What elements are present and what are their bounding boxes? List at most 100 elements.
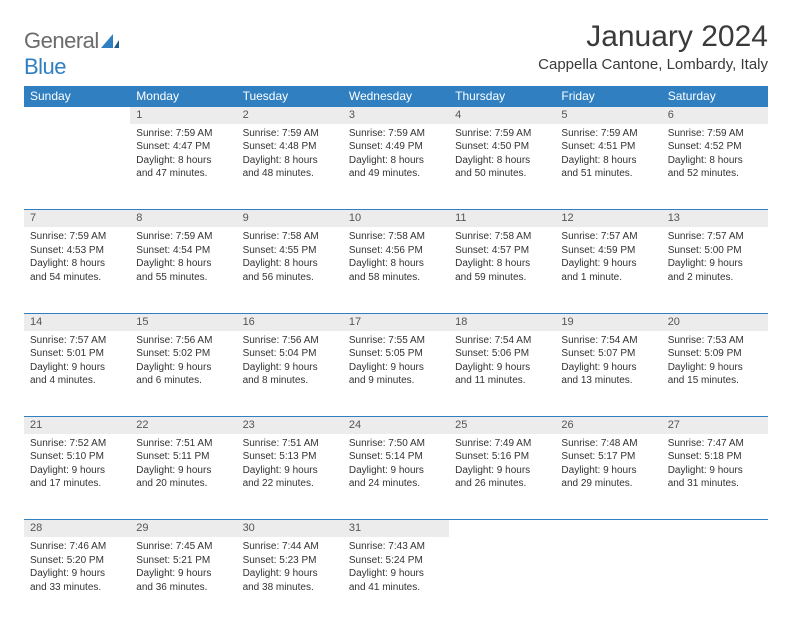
sunrise-text: Sunrise: 7:59 AM [136,127,230,141]
sunrise-text: Sunrise: 7:50 AM [349,437,443,451]
day-cell: Sunrise: 7:59 AMSunset: 4:48 PMDaylight:… [237,124,343,210]
weekday-header: Friday [555,86,661,107]
brand-name-gray: General [24,28,99,53]
sunset-text: Sunset: 4:55 PM [243,244,337,258]
day-cell-body: Sunrise: 7:44 AMSunset: 5:23 PMDaylight:… [237,537,343,600]
day-number [555,520,661,537]
day-number: 11 [449,210,555,227]
day-cell: Sunrise: 7:55 AMSunset: 5:05 PMDaylight:… [343,331,449,417]
sunrise-text: Sunrise: 7:44 AM [243,540,337,554]
day-cell: Sunrise: 7:59 AMSunset: 4:49 PMDaylight:… [343,124,449,210]
month-title: January 2024 [538,20,768,54]
day-number: 12 [555,210,661,227]
day-cell: Sunrise: 7:51 AMSunset: 5:13 PMDaylight:… [237,434,343,520]
sunset-text: Sunset: 5:06 PM [455,347,549,361]
daylight-text: Daylight: 9 hours and 8 minutes. [243,361,337,388]
sunset-text: Sunset: 5:13 PM [243,450,337,464]
day-number: 30 [237,520,343,537]
sunrise-text: Sunrise: 7:59 AM [349,127,443,141]
day-cell-body: Sunrise: 7:51 AMSunset: 5:11 PMDaylight:… [130,434,236,497]
week-row: Sunrise: 7:59 AM Sunset: 4:53 PM Daylight:… [24,227,768,313]
sunset-text: Sunset: 5:18 PM [668,450,762,464]
sunset-text: Sunset: 5:05 PM [349,347,443,361]
daylight-text: Daylight: 8 hours and 55 minutes. [136,257,230,284]
sunset-text: Sunset: 5:07 PM [561,347,655,361]
day-number: 22 [130,417,236,434]
day-number-row: 123456 [24,107,768,124]
sunrise-text: Sunrise: 7:56 AM [243,334,337,348]
day-cell-body: Sunrise: 7:59 AMSunset: 4:53 PMDaylight:… [24,227,130,290]
day-cell: Sunrise: 7:47 AMSunset: 5:18 PMDaylight:… [662,434,768,520]
sunset-text: Sunset: 5:11 PM [136,450,230,464]
sunrise-text: Sunrise: 7:58 AM [243,230,337,244]
sunrise-text: Sunrise: 7:46 AM [30,540,124,554]
weekday-header: Thursday [449,86,555,107]
week-row: Sunrise: 7:46 AMSunset: 5:20 PMDaylight:… [24,537,768,623]
day-cell: Sunrise: 7:57 AMSunset: 5:00 PMDaylight:… [662,227,768,313]
day-number: 6 [662,107,768,124]
daylight-text: Daylight: 8 hours and 50 minutes. [455,154,549,181]
daylight-text: Daylight: 9 hours and 4 minutes. [30,361,124,388]
daylight-text: Daylight: 8 hours and 47 minutes. [136,154,230,181]
day-cell [24,124,130,210]
day-cell-body: Sunrise: 7:58 AMSunset: 4:56 PMDaylight:… [343,227,449,290]
sunrise-text: Sunrise: 7:59 AM [243,127,337,141]
day-cell-body: Sunrise: 7:59 AMSunset: 4:48 PMDaylight:… [237,124,343,187]
day-number [449,520,555,537]
sunset-text: Sunset: 5:10 PM [30,450,124,464]
day-cell: Sunrise: 7:58 AMSunset: 4:56 PMDaylight:… [343,227,449,313]
weekday-header: Tuesday [237,86,343,107]
day-cell: Sunrise: 7:58 AMSunset: 4:55 PMDaylight:… [237,227,343,313]
sunset-text: Sunset: 5:09 PM [668,347,762,361]
sunrise-text: Sunrise: 7:59 AM [668,127,762,141]
day-cell: Sunrise: 7:46 AMSunset: 5:20 PMDaylight:… [24,537,130,623]
daylight-text: Daylight: 9 hours and 41 minutes. [349,567,443,594]
sunrise-text: Sunrise: 7:47 AM [668,437,762,451]
location-text: Cappella Cantone, Lombardy, Italy [538,56,768,73]
day-cell: Sunrise: 7:44 AMSunset: 5:23 PMDaylight:… [237,537,343,623]
weekday-header: Sunday [24,86,130,107]
day-number: 13 [662,210,768,227]
day-cell-body: Sunrise: 7:46 AMSunset: 5:20 PMDaylight:… [24,537,130,600]
daylight-text: Daylight: 9 hours and 31 minutes. [668,464,762,491]
daylight-text: Daylight: 9 hours and 9 minutes. [349,361,443,388]
weekday-header: Wednesday [343,86,449,107]
day-cell [449,537,555,623]
sunrise-text: Sunrise: 7:51 AM [243,437,337,451]
day-number: 31 [343,520,449,537]
sunrise-text: Sunrise: 7:54 AM [455,334,549,348]
day-number: 10 [343,210,449,227]
day-cell-body: Sunrise: 7:58 AMSunset: 4:55 PMDaylight:… [237,227,343,290]
daylight-text: Daylight: 9 hours and 6 minutes. [136,361,230,388]
day-number-row: 78910111213 [24,210,768,227]
sunset-text: Sunset: 4:52 PM [668,140,762,154]
day-cell-body: Sunrise: 7:50 AMSunset: 5:14 PMDaylight:… [343,434,449,497]
day-cell: Sunrise: 7:48 AMSunset: 5:17 PMDaylight:… [555,434,661,520]
day-cell: Sunrise: 7:54 AMSunset: 5:06 PMDaylight:… [449,331,555,417]
calendar-table: Sunday Monday Tuesday Wednesday Thursday… [24,86,768,623]
sunrise-text: Sunrise: 7:59 AM [136,230,230,244]
daylight-text: Daylight: 9 hours and 17 minutes. [30,464,124,491]
day-number: 9 [237,210,343,227]
sunrise-text: Sunrise: 7:59 AM [455,127,549,141]
day-number: 20 [662,313,768,330]
sunset-text: Sunset: 4:53 PM [30,244,124,258]
day-cell-body: Sunrise: 7:43 AMSunset: 5:24 PMDaylight:… [343,537,449,600]
day-number: 28 [24,520,130,537]
daylight-text: Daylight: 9 hours and 29 minutes. [561,464,655,491]
day-cell-body: Sunrise: 7:56 AMSunset: 5:02 PMDaylight:… [130,331,236,394]
day-cell-body: Sunrise: 7:52 AMSunset: 5:10 PMDaylight:… [24,434,130,497]
calendar-body: 123456Sunrise: 7:59 AMSunset: 4:47 PMDay… [24,107,768,623]
day-cell-body: Sunrise: 7:58 AMSunset: 4:57 PMDaylight:… [449,227,555,290]
day-number: 2 [237,107,343,124]
day-number: 8 [130,210,236,227]
day-cell-body: Sunrise: 7:54 AMSunset: 5:07 PMDaylight:… [555,331,661,394]
day-number: 16 [237,313,343,330]
day-cell: Sunrise: 7:59 AMSunset: 4:53 PMDaylight:… [24,227,130,313]
day-cell [555,537,661,623]
sunset-text: Sunset: 5:24 PM [349,554,443,568]
sunrise-text: Sunrise: 7:52 AM [30,437,124,451]
sunset-text: Sunset: 5:00 PM [668,244,762,258]
daylight-text: Daylight: 8 hours and 48 minutes. [243,154,337,181]
day-cell: Sunrise: 7:57 AMSunset: 5:01 PMDaylight:… [24,331,130,417]
